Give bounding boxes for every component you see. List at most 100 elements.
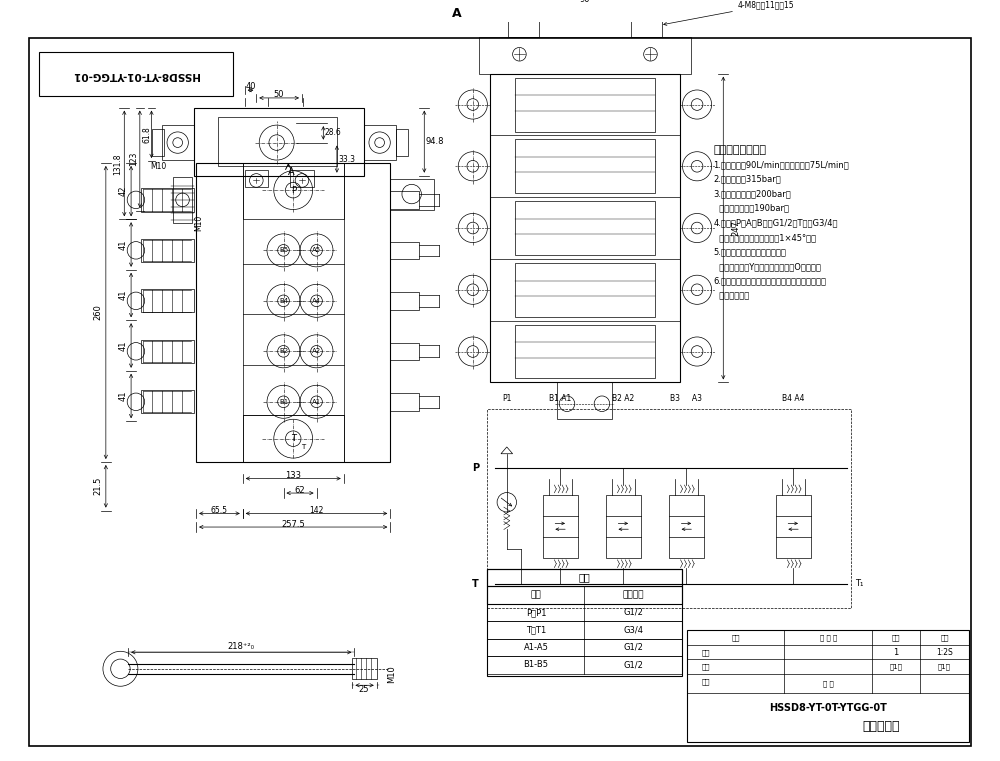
Text: B1: B1 — [279, 399, 288, 405]
Bar — [141, 239, 194, 262]
Bar — [487, 656, 682, 673]
Text: B1 A1: B1 A1 — [549, 394, 571, 403]
Bar — [390, 179, 434, 209]
Text: 1:2S: 1:2S — [936, 648, 953, 657]
Bar — [290, 170, 314, 187]
Text: A: A — [452, 7, 461, 20]
Bar — [141, 289, 194, 313]
Text: 123: 123 — [130, 152, 139, 167]
Bar — [606, 495, 641, 558]
Text: HSSD8-YT-01-YTGG-01: HSSD8-YT-01-YTGG-01 — [73, 70, 199, 80]
Text: 94.8: 94.8 — [426, 137, 444, 146]
Text: 260: 260 — [94, 304, 103, 320]
Bar — [390, 191, 419, 209]
Bar — [543, 495, 578, 558]
Text: 3.安全阀调定压力200bar；: 3.安全阀调定压力200bar； — [714, 189, 791, 198]
Bar — [515, 263, 655, 317]
Bar — [515, 78, 655, 132]
Text: A1-A5: A1-A5 — [523, 643, 548, 652]
Text: 比例: 比例 — [940, 635, 949, 641]
Text: 131.8: 131.8 — [113, 153, 122, 175]
Text: B4 A4: B4 A4 — [782, 394, 804, 403]
Text: 4.油口：P、A、B口为G1/2，T口为G3/4；: 4.油口：P、A、B口为G1/2，T口为G3/4； — [714, 218, 838, 228]
Text: 4-M8柱孔11螺距15: 4-M8柱孔11螺距15 — [664, 1, 794, 25]
Bar — [687, 630, 969, 741]
Bar — [515, 324, 655, 378]
Text: 设计: 设计 — [702, 649, 710, 655]
Text: 数量: 数量 — [892, 635, 900, 641]
Text: P1: P1 — [502, 394, 511, 403]
Bar — [390, 241, 419, 259]
Bar — [352, 658, 377, 680]
Text: 螺纹规格: 螺纹规格 — [622, 591, 644, 600]
Bar — [141, 188, 194, 212]
Bar — [152, 129, 164, 156]
Bar — [515, 201, 655, 255]
Bar — [490, 74, 680, 382]
Text: 247: 247 — [731, 220, 740, 236]
Bar — [245, 170, 268, 187]
Text: 41: 41 — [119, 340, 128, 351]
Bar — [141, 390, 194, 413]
Text: 41: 41 — [119, 290, 128, 301]
Text: M10: M10 — [195, 215, 204, 231]
Text: B3     A3: B3 A3 — [670, 394, 702, 403]
Text: T: T — [291, 435, 296, 443]
Bar — [508, 15, 539, 37]
Text: M10: M10 — [387, 665, 396, 683]
Text: 第1张: 第1张 — [938, 664, 951, 670]
Text: 均为平面密封，螺纹孔口倒1×45°角；: 均为平面密封，螺纹孔口倒1×45°角； — [714, 233, 816, 242]
Text: 28.6: 28.6 — [325, 129, 341, 138]
Bar — [487, 568, 682, 586]
Text: 41: 41 — [119, 239, 128, 250]
Text: 第一、三联为Y型阀杆，其余联为O型阀杆；: 第一、三联为Y型阀杆，其余联为O型阀杆； — [714, 262, 820, 271]
Text: 年 月 日: 年 月 日 — [820, 635, 837, 641]
Text: T、T1: T、T1 — [526, 626, 546, 635]
Text: T: T — [472, 578, 479, 589]
Text: 共1张: 共1张 — [890, 664, 903, 670]
Text: 1: 1 — [893, 648, 899, 657]
Text: A4: A4 — [312, 298, 321, 304]
Text: A: A — [288, 167, 295, 177]
Text: 25: 25 — [359, 685, 369, 694]
Text: 件 号: 件 号 — [823, 680, 834, 686]
Text: 65.5: 65.5 — [211, 506, 228, 515]
Bar — [390, 393, 419, 410]
Text: 42: 42 — [119, 186, 128, 196]
Bar — [39, 53, 233, 96]
Bar — [487, 603, 682, 621]
Text: 五联多路阀: 五联多路阀 — [863, 720, 900, 733]
Text: G3/4: G3/4 — [623, 626, 643, 635]
Text: 5.控制方式：手动，弹簧复位；: 5.控制方式：手动，弹簧复位； — [714, 247, 786, 256]
Bar — [631, 15, 662, 37]
Bar — [194, 107, 364, 176]
Text: HSSD8-YT-0T-YTGG-0T: HSSD8-YT-0T-YTGG-0T — [769, 702, 887, 712]
Bar — [243, 163, 344, 219]
Bar — [487, 409, 851, 607]
Text: P: P — [291, 186, 296, 195]
Bar — [515, 139, 655, 193]
Bar — [141, 339, 194, 363]
Text: P: P — [472, 463, 479, 473]
Text: T: T — [301, 444, 305, 451]
Text: T₁: T₁ — [855, 579, 863, 588]
Text: 描图: 描图 — [702, 664, 710, 670]
Text: 6.阀体表面磷化处理，安全阀及螺堵镀锌，支架后: 6.阀体表面磷化处理，安全阀及螺堵镀锌，支架后 — [714, 276, 827, 285]
Text: B1-B5: B1-B5 — [523, 661, 548, 670]
Bar — [487, 568, 682, 676]
Text: 2.最高压力：315bar；: 2.最高压力：315bar； — [714, 174, 781, 183]
Text: 过载阀调定压力190bar；: 过载阀调定压力190bar； — [714, 204, 789, 213]
Text: B2 A2: B2 A2 — [612, 394, 634, 403]
Text: 133: 133 — [285, 471, 301, 480]
Text: A2: A2 — [312, 349, 321, 355]
Text: 21.5: 21.5 — [94, 477, 103, 495]
Text: 技术要求和参数：: 技术要求和参数： — [714, 145, 767, 154]
Text: A5: A5 — [312, 247, 321, 253]
Bar — [162, 125, 194, 160]
Bar — [173, 177, 192, 223]
Text: 接口: 接口 — [531, 591, 541, 600]
Bar — [364, 125, 396, 160]
Bar — [487, 586, 682, 603]
Bar — [776, 495, 811, 558]
Text: P、P1: P、P1 — [526, 608, 546, 617]
